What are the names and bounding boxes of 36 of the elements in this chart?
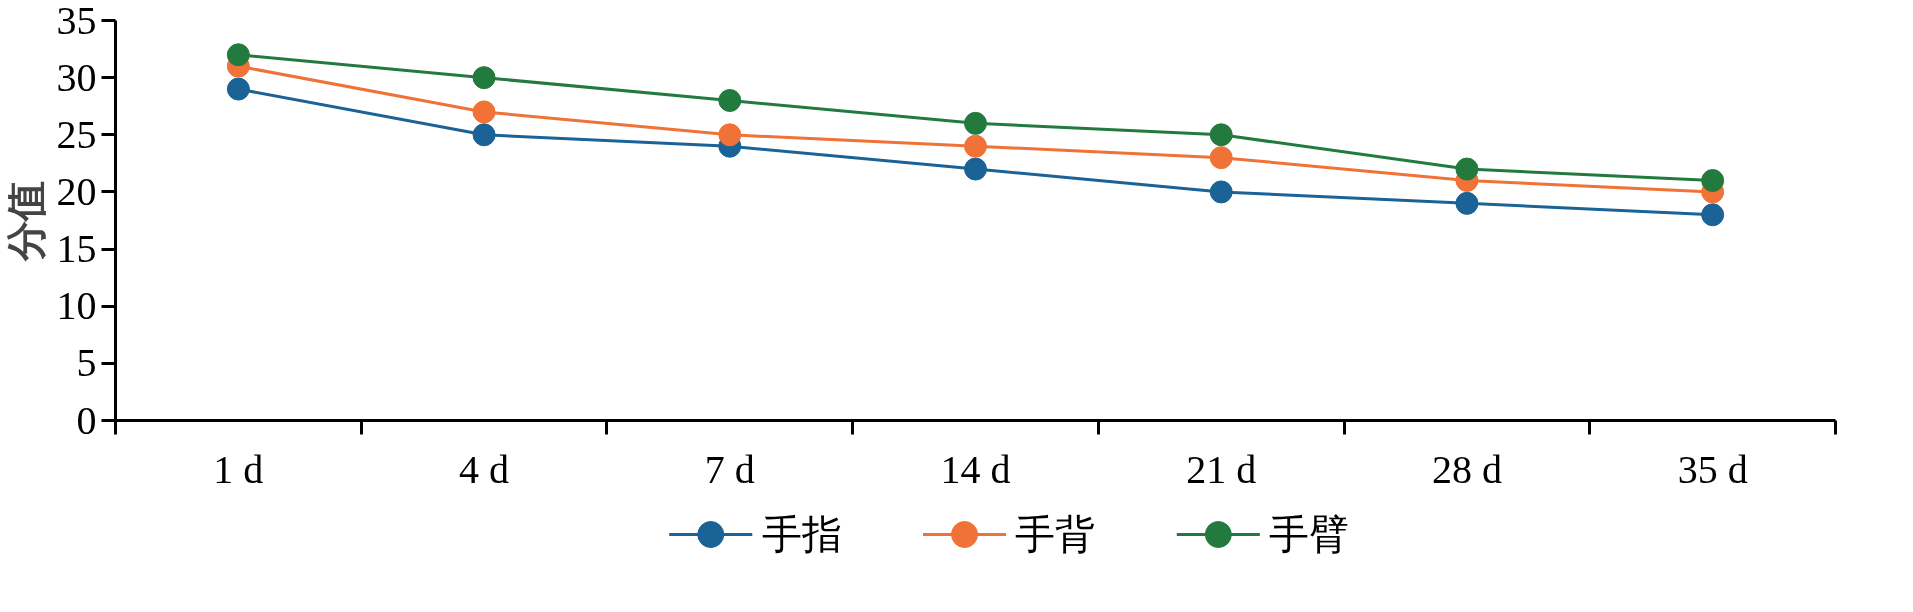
x-tick-label: 28 d [1431, 446, 1502, 492]
legend-label: 手臂 [1269, 512, 1350, 557]
y-tick-label: 0 [76, 397, 97, 443]
y-tick-label: 15 [56, 226, 97, 272]
point [226, 43, 250, 67]
y-tick-label: 5 [76, 340, 97, 386]
point [1701, 169, 1725, 192]
y-axis-title: 分值 [3, 180, 49, 262]
point [1701, 203, 1725, 227]
point [1455, 157, 1479, 181]
point [718, 89, 742, 112]
y-tick-label: 30 [56, 54, 97, 100]
y-tick-label: 20 [56, 168, 97, 214]
point [964, 157, 987, 181]
point [964, 111, 987, 135]
y-tick-label: 10 [56, 283, 97, 329]
point [1209, 180, 1233, 204]
legend-label: 手背 [1015, 512, 1096, 557]
point [964, 134, 987, 158]
y-tick-label: 35 [56, 0, 97, 43]
point [1455, 191, 1479, 215]
point [718, 123, 742, 147]
x-tick-label: 4 d [459, 446, 510, 492]
x-tick-label: 21 d [1186, 446, 1257, 492]
x-tick-label: 35 d [1677, 446, 1748, 492]
point [472, 66, 496, 90]
x-tick-label: 1 d [213, 446, 264, 492]
legend-label: 手指 [761, 512, 842, 557]
x-tick-label: 14 d [940, 446, 1011, 492]
point [472, 123, 496, 147]
point [226, 77, 250, 101]
point [472, 100, 496, 124]
x-tick-label: 7 d [704, 446, 755, 492]
point [1209, 146, 1233, 170]
y-tick-label: 25 [56, 111, 97, 157]
point [1209, 123, 1233, 147]
